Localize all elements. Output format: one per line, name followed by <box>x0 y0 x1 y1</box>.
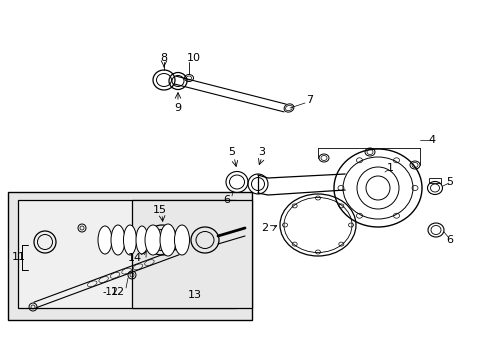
Text: 10: 10 <box>186 53 201 63</box>
Text: 6: 6 <box>446 235 452 245</box>
Ellipse shape <box>123 225 136 255</box>
Bar <box>428 178 440 183</box>
Text: 5: 5 <box>228 147 235 157</box>
Ellipse shape <box>111 225 125 255</box>
Ellipse shape <box>174 225 189 255</box>
Text: 3: 3 <box>258 147 265 157</box>
Text: 1: 1 <box>386 163 393 173</box>
Text: 5: 5 <box>446 177 452 187</box>
Text: 14: 14 <box>128 253 142 263</box>
Ellipse shape <box>136 226 148 254</box>
Text: 4: 4 <box>427 135 435 145</box>
Bar <box>132 200 251 308</box>
Ellipse shape <box>160 224 176 256</box>
Text: 2: 2 <box>261 223 268 233</box>
Text: -12: -12 <box>102 287 118 297</box>
Text: 6: 6 <box>223 195 230 205</box>
Bar <box>18 200 236 308</box>
Text: 8: 8 <box>160 53 167 63</box>
Text: 7: 7 <box>306 95 313 105</box>
Text: 15: 15 <box>153 205 167 215</box>
Ellipse shape <box>98 226 112 254</box>
Text: 13: 13 <box>187 290 202 300</box>
Ellipse shape <box>145 225 161 255</box>
Text: 11: 11 <box>12 252 26 262</box>
Text: 12: 12 <box>111 287 125 297</box>
Text: 9: 9 <box>174 103 181 113</box>
Bar <box>8 192 251 320</box>
